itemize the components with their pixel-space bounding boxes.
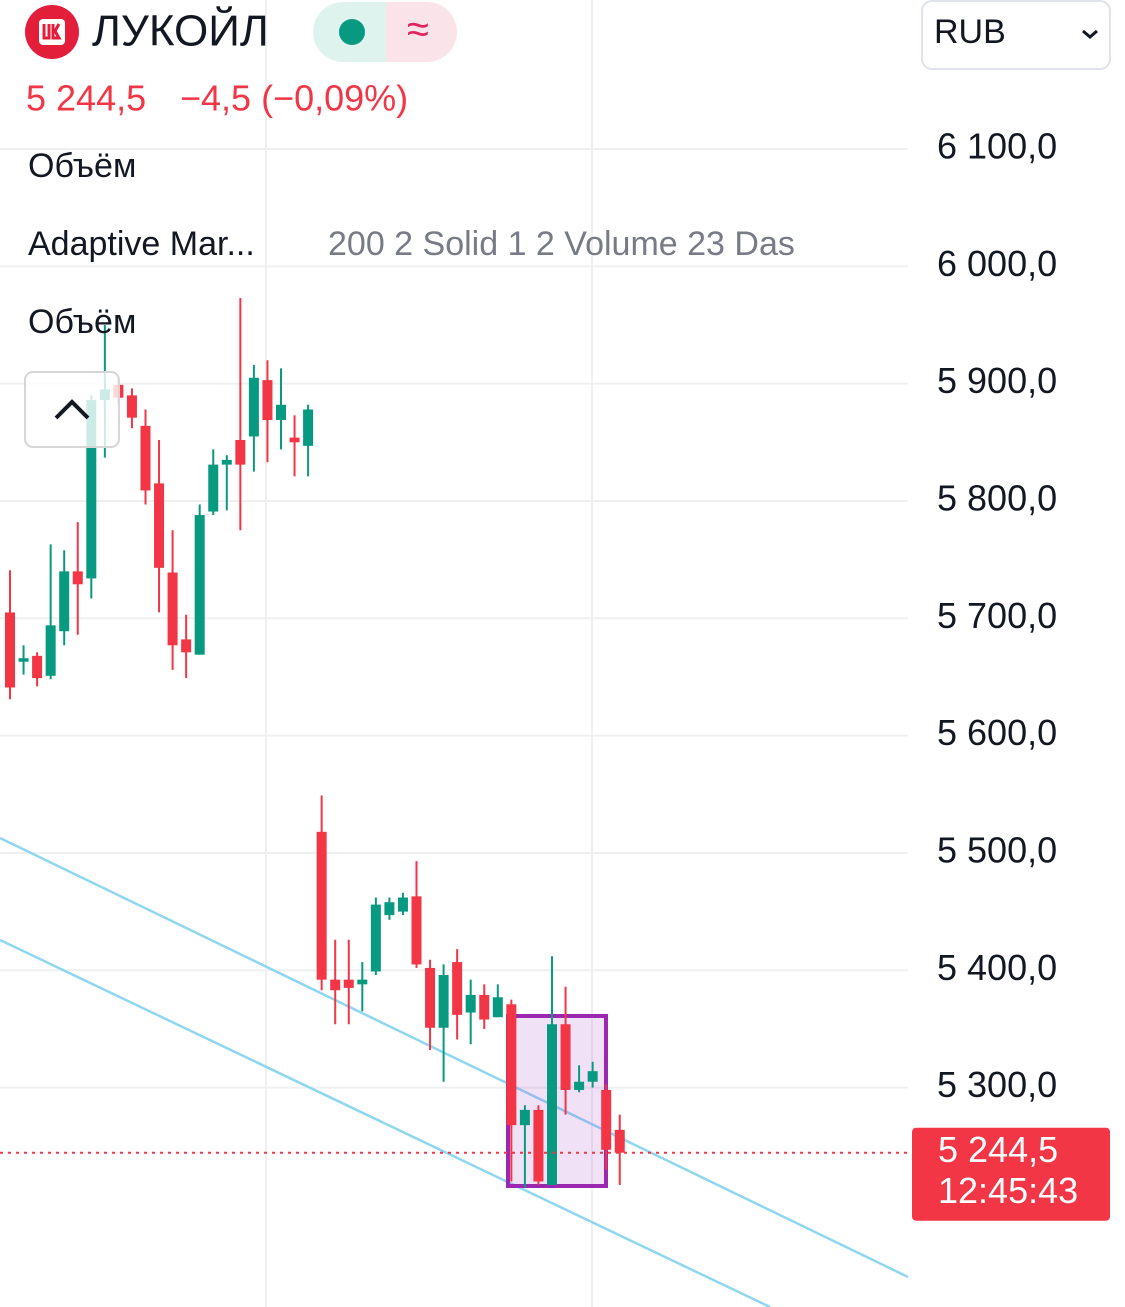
- ticker-name: ЛУКОЙЛ: [92, 5, 269, 56]
- candle-body: [276, 404, 286, 421]
- last-time-label: 12:45:43: [938, 1170, 1078, 1211]
- y-tick-label: 5 300,0: [937, 1064, 1057, 1105]
- candle-body: [126, 395, 137, 418]
- y-tick-label: 6 100,0: [937, 126, 1057, 167]
- y-tick-label: 5 600,0: [937, 712, 1057, 753]
- y-tick-label: 6 000,0: [937, 243, 1057, 284]
- delay-icon[interactable]: ≈: [407, 8, 429, 52]
- candle-body: [492, 997, 503, 1018]
- candle-body: [86, 400, 97, 579]
- indicator[interactable]: Объём: [28, 147, 136, 185]
- trend-line: [0, 836, 909, 1279]
- candle-body: [425, 967, 436, 1028]
- candle-body: [262, 380, 273, 421]
- y-tick-label: 5 500,0: [937, 829, 1057, 870]
- candle-body: [452, 962, 463, 1015]
- y-tick-label: 5 800,0: [937, 477, 1057, 518]
- candle-body: [587, 1071, 598, 1082]
- candle-body: [59, 571, 70, 632]
- y-tick-label: 5 700,0: [937, 595, 1057, 636]
- candle-body: [248, 377, 259, 437]
- candle-body: [601, 1089, 612, 1150]
- candle-body: [316, 831, 327, 980]
- trend-line: [0, 938, 771, 1307]
- last-price-label: 5 244,5: [938, 1129, 1058, 1170]
- candle-body: [194, 515, 205, 655]
- candle-body: [547, 1024, 557, 1185]
- currency-dropdown[interactable]: [921, 0, 1111, 70]
- candle-body: [208, 464, 219, 512]
- candle-body: [45, 625, 56, 676]
- candle-body: [167, 572, 178, 646]
- candle-body: [32, 655, 43, 679]
- candle-body: [303, 409, 314, 446]
- candle-body: [465, 994, 476, 1013]
- candle-body: [614, 1129, 625, 1153]
- candle-body: [438, 974, 449, 1028]
- chevron-up: [54, 399, 90, 420]
- status-pill: [386, 2, 457, 62]
- candle-body: [72, 571, 83, 585]
- logo-glyph: [42, 23, 62, 40]
- candle-body: [506, 1004, 517, 1126]
- indicator[interactable]: Adaptive Mar...: [28, 225, 255, 263]
- indicator[interactable]: Объём: [28, 303, 136, 341]
- candle-body: [5, 612, 15, 688]
- candle-body: [384, 902, 395, 916]
- candle-body: [343, 979, 354, 988]
- candle-body: [519, 1109, 530, 1126]
- candle-body: [533, 1109, 544, 1182]
- candle-body: [370, 904, 381, 972]
- candle-body: [357, 979, 368, 985]
- indicator-params: 200 2 Solid 1 2 Volume 23 Das: [328, 225, 795, 263]
- y-tick-label: 5 900,0: [937, 360, 1057, 401]
- dropdown-arrow: [1082, 29, 1098, 39]
- collapse-button[interactable]: [24, 371, 120, 448]
- price: 5 244,5: [26, 78, 146, 119]
- candle-body: [397, 897, 408, 912]
- candle-body: [330, 979, 341, 991]
- candle-body: [479, 994, 490, 1020]
- candle-body: [181, 639, 192, 653]
- candle-body: [221, 459, 232, 465]
- candle-body: [140, 425, 151, 491]
- candle-body: [560, 1024, 571, 1090]
- y-tick-label: 5 400,0: [937, 947, 1057, 988]
- candle-body: [289, 437, 300, 443]
- change: −4,5 (−0,09%): [180, 78, 408, 119]
- market-status[interactable]: [339, 19, 365, 45]
- last-price-box: [912, 1127, 1110, 1221]
- candle-body: [235, 439, 246, 465]
- candle-body: [574, 1081, 585, 1090]
- candle-body: [18, 658, 29, 662]
- candle-body: [154, 483, 165, 568]
- currency: RUB: [934, 13, 1006, 51]
- candle-body: [411, 896, 422, 965]
